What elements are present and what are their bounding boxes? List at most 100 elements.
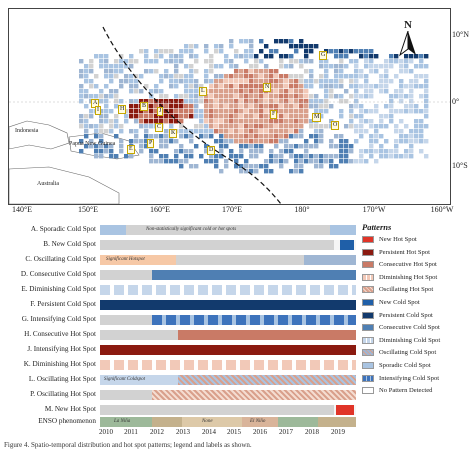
- map-grid-cell: [264, 114, 269, 119]
- map-grid-cell: [164, 129, 169, 134]
- map-grid-cell: [189, 49, 194, 54]
- map-grid-cell: [254, 99, 259, 104]
- map-grid-cell: [224, 89, 229, 94]
- legend-swatch: [362, 286, 374, 294]
- map-grid-cell: [319, 139, 324, 144]
- map-grid-cell: [219, 114, 224, 119]
- map-grid-cell: [204, 119, 209, 124]
- map-grid-cell: [289, 54, 294, 59]
- ts-note: None: [202, 419, 213, 424]
- map-grid-cell: [79, 99, 84, 104]
- map-grid-cell: [149, 99, 154, 104]
- map-grid-cell: [84, 69, 89, 74]
- map-grid-cell: [359, 49, 364, 54]
- map-grid-cell: [354, 74, 359, 79]
- map-grid-cell: [359, 114, 364, 119]
- map-grid-cell: [224, 139, 229, 144]
- map-grid-cell: [279, 54, 284, 59]
- map-grid-cell: [319, 134, 324, 139]
- map-grid-cell: [369, 54, 374, 59]
- map-grid-cell: [129, 129, 134, 134]
- map-grid-cell: [369, 59, 374, 64]
- map-grid-cell: [274, 74, 279, 79]
- map-grid-cell: [294, 114, 299, 119]
- map-grid-cell: [239, 54, 244, 59]
- map-grid-cell: [219, 84, 224, 89]
- map-grid-cell: [129, 59, 134, 64]
- map-grid-cell: [139, 139, 144, 144]
- map-grid-cell: [234, 139, 239, 144]
- ts-seg: [100, 225, 126, 235]
- ts-row-a: A. Sporadic Cold Spot Non-statistically …: [8, 224, 356, 235]
- map-grid-cell: [169, 119, 174, 124]
- map-grid-cell: [194, 79, 199, 84]
- north-arrow-icon: [399, 30, 416, 57]
- map-grid-cell: [304, 149, 309, 154]
- map-grid-cell: [219, 129, 224, 134]
- map-grid-cell: [109, 154, 114, 159]
- map-grid-cell: [109, 74, 114, 79]
- map-grid-cell: [384, 139, 389, 144]
- map-grid-cell: [289, 44, 294, 49]
- map-grid-cell: [154, 104, 159, 109]
- map-letter-n: N: [263, 83, 272, 92]
- map-grid-cell: [424, 89, 429, 94]
- lon-label: 160°E: [149, 205, 171, 214]
- legend-item: Diminishing Hot Spot: [362, 272, 470, 285]
- map-grid-cell: [399, 119, 404, 124]
- map-grid-cell: [269, 79, 274, 84]
- map-grid-cell: [254, 79, 259, 84]
- map-grid-cell: [204, 129, 209, 134]
- ts-seg: [318, 417, 356, 427]
- map-grid-cell: [399, 139, 404, 144]
- ts-seg: [178, 375, 356, 385]
- map-grid-cell: [104, 64, 109, 69]
- map-grid-cell: [219, 89, 224, 94]
- map-grid-cell: [424, 64, 429, 69]
- map-grid-cell: [379, 134, 384, 139]
- map-grid-cell: [339, 69, 344, 74]
- map-grid-cell: [109, 149, 114, 154]
- map-grid-cell: [349, 74, 354, 79]
- map-grid-cell: [224, 74, 229, 79]
- map-grid-cell: [184, 49, 189, 54]
- map-grid-cell: [204, 149, 209, 154]
- map-grid-cell: [104, 54, 109, 59]
- map-grid-cell: [379, 74, 384, 79]
- map-grid-cell: [359, 149, 364, 154]
- map-grid-cell: [114, 89, 119, 94]
- map-grid-cell: [94, 134, 99, 139]
- map-grid-cell: [364, 159, 369, 164]
- map-grid-cell: [134, 114, 139, 119]
- map-grid-cell: [209, 59, 214, 64]
- map-grid-cell: [359, 84, 364, 89]
- map-grid-cell: [339, 159, 344, 164]
- map-grid-cell: [134, 134, 139, 139]
- map-grid-cell: [94, 144, 99, 149]
- map-grid-cell: [234, 159, 239, 164]
- map-grid-cell: [79, 94, 84, 99]
- map-grid-cell: [214, 139, 219, 144]
- map-grid-cell: [289, 119, 294, 124]
- map-grid-cell: [304, 69, 309, 74]
- map-grid-cell: [159, 159, 164, 164]
- map-grid-cell: [409, 84, 414, 89]
- map-grid-cell: [319, 124, 324, 129]
- map-letter-h: H: [118, 105, 127, 114]
- map-grid-cell: [399, 99, 404, 104]
- map-grid-cell: [199, 84, 204, 89]
- map-grid-cell: [289, 64, 294, 69]
- map-grid-cell: [359, 69, 364, 74]
- lon-label: 160°W: [430, 205, 454, 214]
- map-grid-cell: [159, 94, 164, 99]
- map-grid-cell: [329, 104, 334, 109]
- map-grid-cell: [214, 49, 219, 54]
- map-grid-cell: [254, 94, 259, 99]
- map-grid-cell: [299, 64, 304, 69]
- map-grid-cell: [349, 124, 354, 129]
- map-grid-cell: [414, 64, 419, 69]
- map-grid-cell: [204, 74, 209, 79]
- map-grid-cell: [414, 54, 419, 59]
- legend-swatch: [362, 261, 374, 269]
- map-grid-cell: [204, 124, 209, 129]
